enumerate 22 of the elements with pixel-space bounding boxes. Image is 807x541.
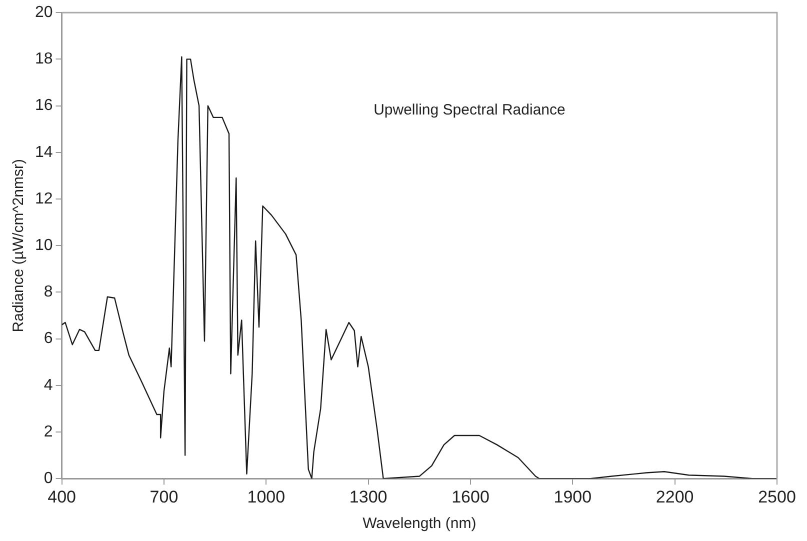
y-tick-label: 20 xyxy=(35,4,53,22)
y-tick-label: 6 xyxy=(44,330,53,348)
y-tick-label: 16 xyxy=(35,97,53,114)
x-tick-label: 700 xyxy=(150,487,178,506)
x-tick-label: 1300 xyxy=(349,487,388,506)
y-tick-label: 2 xyxy=(44,423,53,440)
x-tick-label: 2500 xyxy=(758,487,796,506)
y-tick-label: 14 xyxy=(35,144,53,161)
y-tick-label: 10 xyxy=(35,237,53,254)
x-tick-label: 1900 xyxy=(554,487,592,506)
y-tick-label: 0 xyxy=(44,470,53,488)
x-tick-label: 400 xyxy=(48,487,76,506)
y-tick-label: 4 xyxy=(44,376,53,394)
x-tick-label: 1000 xyxy=(247,487,286,506)
x-tick-label: 2200 xyxy=(656,487,694,506)
text: Upwelling Spectral Radiance xyxy=(374,102,566,119)
y-tick-label: 18 xyxy=(35,50,53,68)
x-axis-title: Wavelength (nm) xyxy=(362,515,476,532)
y-axis-title: Radiance (µW/cm^2nmsr) xyxy=(10,158,28,332)
y-tick-label: 12 xyxy=(35,190,53,208)
y-tick-label: 8 xyxy=(44,284,53,301)
x-tick-label: 1600 xyxy=(452,487,490,506)
